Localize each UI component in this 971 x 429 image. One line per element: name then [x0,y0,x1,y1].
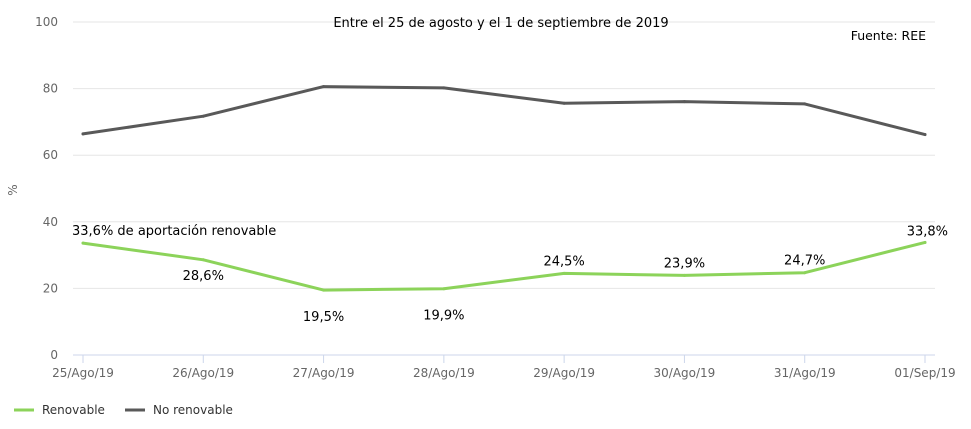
x-tick-label-4: 29/Ago/19 [533,366,595,380]
series-0-point-1 [201,258,205,262]
x-tick-label-7: 01/Sep/19 [894,366,955,380]
data-label-0: 33,6% de aportación renovable [72,224,276,239]
series-1-point-0 [81,132,85,136]
x-tick-label-0: 25/Ago/19 [52,366,114,380]
data-label-5: 23,9% [664,256,705,271]
data-label-2: 19,5% [303,310,344,325]
data-labels: 33,6% de aportación renovable 28,6% 19,5% 1… [72,224,948,325]
x-axis: 25/Ago/19 26/Ago/19 27/Ago/19 28/Ago/19 29/A… [52,355,956,380]
data-label-6: 24,7% [784,254,825,269]
chart-title: Entre el 25 de agosto y el 1 de septiemb… [333,16,668,31]
series-line-1 [81,85,927,137]
source-label: Fuente: REE [851,28,926,43]
series-0-point-5 [682,273,686,277]
y-tick-label-80: 80 [43,82,58,96]
series-group [81,85,927,292]
series-0-point-0 [81,241,85,245]
series-0-point-2 [322,288,326,292]
x-tick-label-2: 27/Ago/19 [293,366,355,380]
x-tick-label-3: 28/Ago/19 [413,366,475,380]
data-label-1: 28,6% [183,269,224,284]
y-axis-title: % [6,184,20,195]
grid-lines [73,21,935,356]
series-1-point-2 [322,85,326,89]
series-0-point-6 [803,271,807,275]
series-0-point-3 [442,287,446,291]
series-0-point-7 [923,240,927,244]
data-label-4: 24,5% [543,254,584,269]
y-axis: 0 20 40 60 80 100 [35,15,58,362]
series-1-point-1 [201,114,205,118]
data-label-3: 19,9% [423,309,464,324]
series-1-point-6 [803,102,807,106]
y-tick-label-60: 60 [43,148,58,162]
y-tick-label-100: 100 [35,15,58,29]
x-tick-label-6: 31/Ago/19 [774,366,836,380]
legend-label-renovable[interactable]: Renovable [42,403,105,417]
series-line-0 [81,240,927,292]
series-0-point-4 [562,271,566,275]
x-tick-label-1: 26/Ago/19 [172,366,234,380]
series-1-point-7 [923,133,927,137]
x-tick-label-5: 30/Ago/19 [654,366,716,380]
series-1-point-3 [442,86,446,90]
legend[interactable]: Renovable No renovable [14,403,233,417]
series-1-point-5 [682,100,686,104]
data-label-7: 33,8% [907,224,948,239]
series-1-point-4 [562,101,566,105]
y-tick-label-20: 20 [43,281,58,295]
y-tick-label-40: 40 [43,215,58,229]
y-tick-label-0: 0 [50,348,58,362]
legend-label-no-renovable[interactable]: No renovable [153,403,233,417]
